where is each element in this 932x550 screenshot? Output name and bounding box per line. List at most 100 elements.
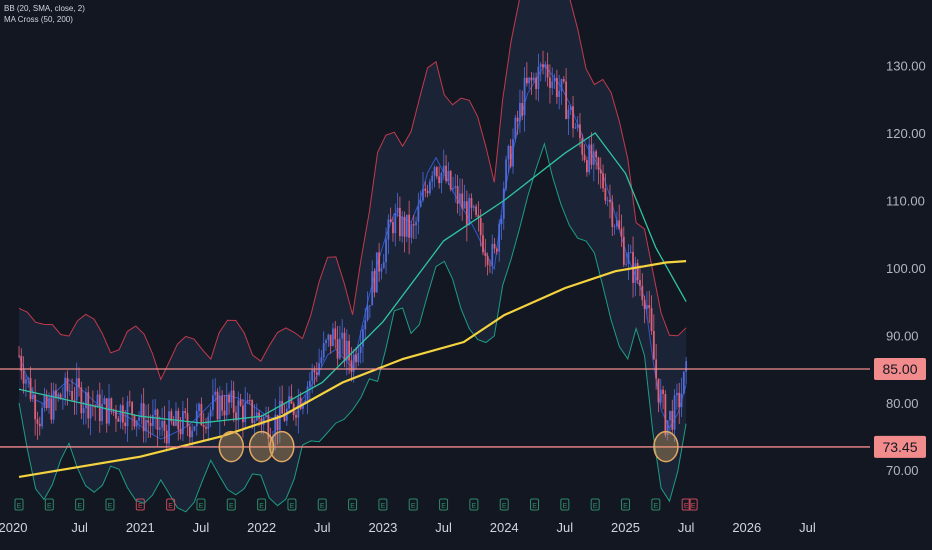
y-tick-label: 100.00 — [886, 261, 926, 276]
candle-body — [507, 146, 510, 160]
candle-body — [611, 202, 614, 227]
earnings-marker — [590, 498, 600, 511]
candle-body — [239, 400, 242, 406]
candle-body — [334, 328, 337, 340]
candle-body — [31, 395, 34, 400]
candle-body — [267, 415, 270, 439]
earnings-marker — [196, 498, 206, 511]
candle-body — [495, 248, 498, 252]
candle-body — [493, 243, 496, 249]
candle-body — [419, 200, 422, 207]
candle-body — [415, 221, 417, 226]
candle-body — [408, 214, 411, 238]
candle-body — [311, 369, 314, 381]
candle-body — [440, 172, 443, 184]
candle-body — [308, 380, 311, 387]
candle-body — [133, 415, 136, 427]
candle-body — [648, 305, 651, 309]
candle-body — [385, 239, 387, 263]
candle-body — [25, 379, 27, 384]
candle-body — [315, 372, 318, 375]
earnings-marker — [166, 498, 176, 511]
candle-body — [643, 300, 646, 309]
candle-body — [66, 377, 69, 392]
candle-body — [569, 106, 572, 110]
candle-body — [431, 175, 434, 182]
candle-body — [680, 393, 683, 408]
candle-body — [542, 64, 544, 68]
candle-body — [634, 263, 637, 283]
candle-body — [449, 171, 452, 190]
x-tick-label: 2025 — [611, 520, 640, 535]
candle-body — [579, 124, 581, 139]
candle-body — [641, 285, 644, 301]
candle-body — [18, 355, 20, 357]
x-tick-label: Jul — [314, 520, 331, 535]
candle-body — [265, 415, 267, 418]
candle-body — [396, 207, 399, 214]
ma-cross-legend[interactable]: MA Cross (50, 200) — [4, 15, 73, 24]
candle-body — [110, 398, 113, 410]
level-tag-73.45 — [874, 435, 926, 458]
candle-body — [574, 127, 577, 129]
candle-body — [373, 271, 376, 293]
candle-body — [43, 395, 46, 408]
highlight-circle — [248, 430, 275, 463]
candle-body — [627, 252, 630, 264]
candle-body — [182, 411, 184, 435]
candle-body — [375, 252, 378, 293]
earnings-marker-label: E — [350, 503, 355, 510]
candle-body — [472, 206, 475, 208]
candle-body — [186, 413, 189, 427]
earnings-marker-label: E — [684, 503, 689, 510]
candle-body — [629, 252, 632, 253]
candle-body — [535, 77, 537, 90]
candle-body — [269, 438, 272, 440]
candle-body — [412, 224, 415, 226]
candle-body — [482, 235, 484, 253]
earnings-marker-label: E — [623, 503, 628, 510]
earnings-marker-label: E — [472, 503, 477, 510]
candle-body — [357, 352, 360, 363]
earnings-marker — [439, 498, 449, 511]
earnings-marker — [75, 498, 85, 511]
earnings-marker — [105, 498, 115, 511]
candle-body — [366, 305, 369, 321]
candle-body — [121, 405, 124, 423]
candle-body — [302, 403, 304, 409]
candle-body — [149, 422, 152, 426]
candle-body — [73, 399, 76, 401]
candle-body — [613, 226, 616, 228]
candle-body — [22, 371, 25, 384]
earnings-marker-upcoming — [688, 498, 698, 511]
candle-body — [567, 109, 570, 119]
y-tick-label: 110.00 — [886, 193, 925, 208]
candle-body — [454, 186, 457, 188]
candle-body — [68, 391, 71, 392]
candle-body — [29, 377, 32, 400]
candle-body — [288, 396, 290, 409]
candle-body — [350, 360, 353, 372]
candle-body — [512, 139, 514, 167]
bb-legend[interactable]: BB (20, SMA, close, 2) — [4, 4, 85, 13]
candle-body — [170, 411, 173, 422]
candle-body — [80, 387, 83, 414]
earnings-marker-label: E — [108, 503, 113, 510]
candle-body — [306, 386, 309, 401]
earnings-marker-label: E — [593, 503, 598, 510]
earnings-marker-label: E — [381, 503, 386, 510]
highlight-circle — [218, 430, 245, 463]
candle-body — [59, 394, 62, 399]
candle-body — [576, 124, 579, 128]
candle-body — [429, 181, 431, 194]
ma200-line — [18, 260, 687, 478]
candle-body — [516, 117, 519, 122]
candle-body — [253, 420, 256, 423]
candle-body — [115, 409, 117, 419]
earnings-marker-label: E — [17, 503, 22, 510]
candle-body — [625, 263, 628, 265]
candle-body — [659, 389, 662, 403]
candle-body — [606, 199, 609, 201]
earnings-marker-label: E — [290, 503, 295, 510]
